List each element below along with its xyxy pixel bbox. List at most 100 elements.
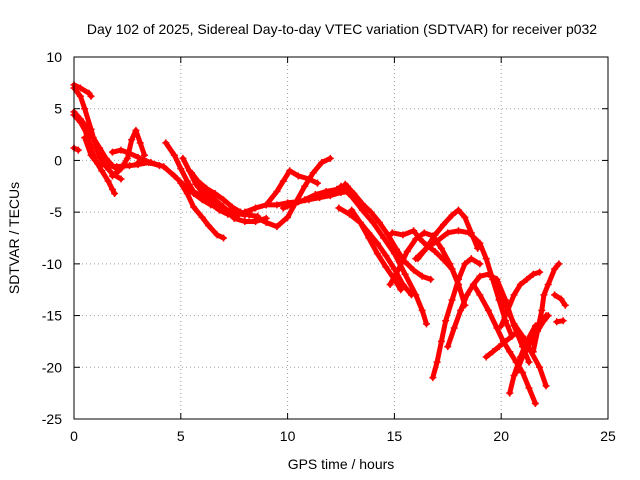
data-point bbox=[536, 363, 544, 371]
data-point bbox=[335, 204, 343, 212]
data-point bbox=[519, 353, 527, 361]
data-point bbox=[457, 306, 465, 314]
x-tick-label: 10 bbox=[280, 428, 296, 444]
data-point bbox=[326, 154, 334, 162]
data-point bbox=[318, 158, 326, 166]
data-point bbox=[422, 244, 430, 252]
data-point bbox=[262, 218, 270, 226]
data-point bbox=[301, 182, 309, 190]
data-point bbox=[83, 123, 91, 131]
data-point bbox=[467, 255, 475, 263]
data-point bbox=[431, 231, 439, 239]
data-point bbox=[286, 167, 294, 175]
series-trail bbox=[413, 228, 515, 339]
data-point bbox=[422, 320, 430, 328]
data-point bbox=[433, 237, 441, 245]
data-point bbox=[506, 348, 514, 356]
data-point bbox=[525, 384, 533, 392]
data-point bbox=[516, 281, 524, 289]
data-point bbox=[230, 212, 238, 220]
data-point bbox=[273, 223, 281, 231]
data-point bbox=[495, 343, 503, 351]
data-point bbox=[529, 348, 537, 356]
data-point bbox=[544, 281, 552, 289]
series-arc-24 bbox=[429, 255, 484, 382]
data-point bbox=[111, 190, 119, 198]
data-point bbox=[388, 229, 396, 237]
y-tick-label: -5 bbox=[50, 204, 63, 220]
series-arc-17 bbox=[262, 167, 322, 209]
data-point bbox=[551, 265, 559, 273]
x-axis-label: GPS time / hours bbox=[288, 456, 395, 472]
data-point bbox=[497, 322, 505, 330]
data-point bbox=[213, 231, 221, 239]
data-point bbox=[89, 134, 97, 142]
data-point bbox=[87, 92, 95, 100]
series-trail bbox=[470, 282, 538, 406]
data-point bbox=[529, 270, 537, 278]
plot-frame bbox=[73, 56, 609, 420]
data-point bbox=[81, 134, 89, 142]
data-point bbox=[476, 272, 484, 280]
data-point bbox=[542, 312, 550, 320]
data-point bbox=[506, 389, 514, 397]
data-point bbox=[326, 192, 334, 200]
data-point bbox=[252, 204, 260, 212]
data-point bbox=[96, 153, 104, 161]
series-arc-11 bbox=[177, 179, 228, 242]
data-point bbox=[540, 291, 548, 299]
data-point bbox=[446, 260, 454, 268]
data-point bbox=[108, 172, 116, 180]
data-point bbox=[128, 136, 136, 144]
data-point bbox=[401, 270, 409, 278]
data-point bbox=[551, 291, 559, 299]
data-point bbox=[418, 306, 426, 314]
data-point bbox=[412, 255, 420, 263]
data-point bbox=[397, 286, 405, 294]
data-point bbox=[461, 213, 469, 221]
data-point bbox=[183, 177, 191, 185]
data-point bbox=[367, 208, 375, 216]
data-point bbox=[93, 160, 101, 168]
data-point bbox=[418, 272, 426, 280]
x-tick-label: 20 bbox=[493, 428, 509, 444]
data-point bbox=[170, 151, 178, 159]
series-arc-37 bbox=[551, 291, 569, 309]
series-arc-20 bbox=[335, 204, 415, 299]
data-point bbox=[427, 275, 435, 283]
data-point bbox=[350, 190, 358, 198]
data-point bbox=[448, 296, 456, 304]
data-point bbox=[190, 203, 198, 211]
data-point bbox=[380, 234, 388, 242]
data-point bbox=[437, 337, 445, 345]
data-point bbox=[333, 185, 341, 193]
data-point bbox=[493, 286, 501, 294]
data-point bbox=[476, 239, 484, 247]
data-point bbox=[375, 218, 383, 226]
data-point bbox=[454, 206, 462, 214]
data-point bbox=[160, 163, 168, 171]
data-point bbox=[493, 324, 501, 332]
data-point bbox=[489, 348, 497, 356]
data-point bbox=[557, 295, 565, 303]
x-tick-label: 25 bbox=[600, 428, 616, 444]
data-point bbox=[476, 291, 484, 299]
series-arc-35 bbox=[529, 260, 563, 356]
data-point bbox=[412, 235, 420, 243]
data-point bbox=[134, 158, 142, 166]
data-point bbox=[365, 234, 373, 242]
y-tick-label: 0 bbox=[54, 152, 62, 168]
data-point bbox=[482, 255, 490, 263]
data-point bbox=[450, 324, 458, 332]
data-point bbox=[322, 187, 330, 195]
data-point bbox=[469, 281, 477, 289]
y-tick-label: -20 bbox=[42, 359, 62, 375]
data-point bbox=[382, 252, 390, 260]
series-arc-7 bbox=[108, 126, 148, 180]
data-point bbox=[399, 281, 407, 289]
series-arc-36 bbox=[553, 317, 567, 326]
data-point bbox=[98, 167, 106, 175]
data-point bbox=[117, 165, 125, 173]
chart-title: Day 102 of 2025, Sidereal Day-to-day VTE… bbox=[87, 21, 597, 37]
